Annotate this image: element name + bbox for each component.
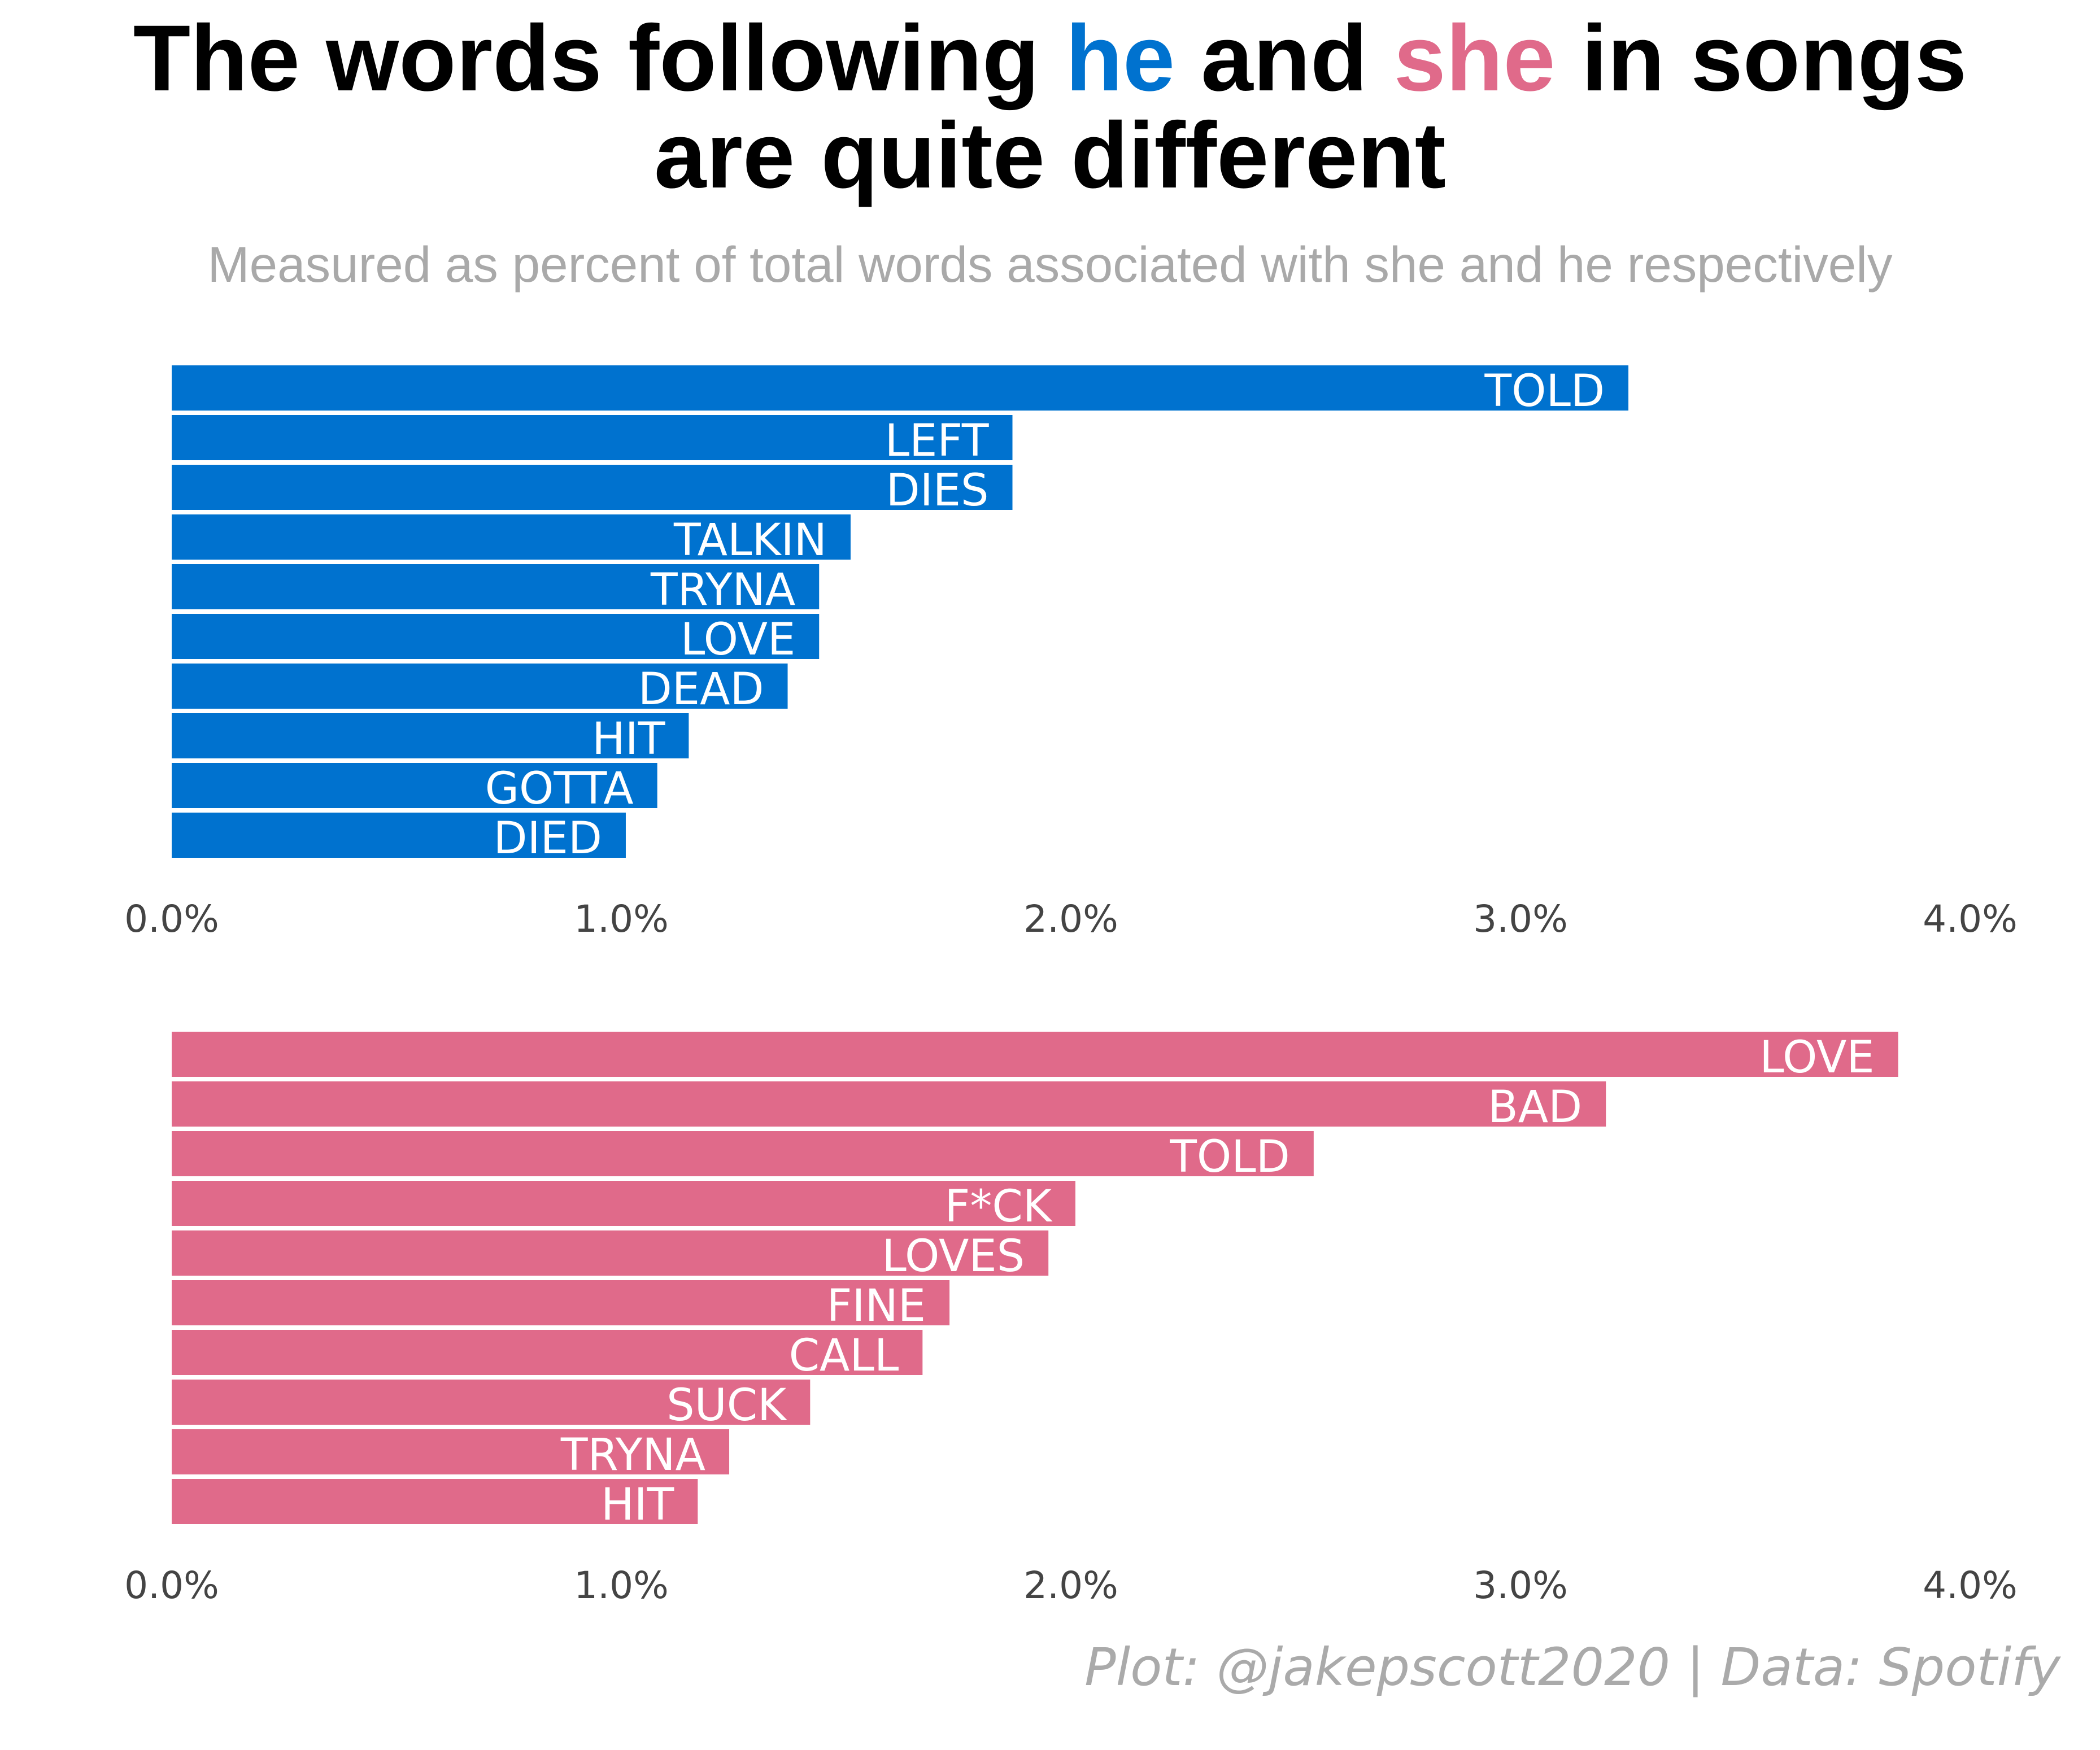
he-bar-left	[172, 415, 1013, 460]
he-bar-died	[172, 813, 626, 858]
title-she-word: she	[1393, 6, 1556, 111]
he-bar-love	[172, 614, 820, 659]
she-bar-label: TRYNA	[560, 1430, 705, 1481]
chart-caption: Plot: @jakepscott2020 | Data: Spotify	[1084, 1637, 2060, 1697]
she-bar-bad	[172, 1081, 1606, 1127]
he-bar-label: LOVE	[681, 614, 795, 665]
he-bar-label: TRYNA	[650, 565, 795, 616]
he-bar-label: HIT	[592, 714, 665, 765]
she-bar-label: TOLD	[1169, 1132, 1290, 1182]
she-bar-label: HIT	[601, 1480, 674, 1530]
he-bar-dies	[172, 465, 1013, 510]
she-bar-told	[172, 1131, 1314, 1176]
she-bar-label: BAD	[1488, 1082, 1582, 1133]
title-line2: are quite different	[653, 103, 1446, 208]
she-bar-fck	[172, 1181, 1075, 1226]
he-bar-label: LEFT	[885, 416, 989, 466]
he-x-tick-label: 2.0%	[1023, 897, 1118, 941]
he-bar-tryna	[172, 564, 820, 609]
he-bar-dead	[172, 664, 788, 709]
she-bar-chart: LOVE BAD TOLD F*CKLOVESFINECALLSUCKTRYNAHIT…	[124, 1032, 2018, 1607]
she-bar-suck	[172, 1380, 811, 1425]
he-bar-label: DIES	[886, 465, 989, 516]
he-bar-gotta	[172, 763, 657, 808]
she-x-tick-label: 1.0%	[574, 1564, 669, 1607]
she-x-tick-label: 2.0%	[1023, 1564, 1118, 1607]
he-bar-label: TOLD	[1484, 366, 1605, 417]
he-bar-label: DIED	[494, 813, 602, 864]
he-bar-label: GOTTA	[485, 763, 634, 814]
title-line1: The words following he and she in songs	[133, 6, 1967, 111]
title-he-word: he	[1065, 6, 1175, 111]
she-bar-hit	[172, 1479, 698, 1524]
she-bar-tryna	[172, 1429, 730, 1474]
she-bar-love	[172, 1032, 1898, 1077]
chart-title: The words following he and she in songs …	[0, 10, 2100, 204]
she-bar-label: CALL	[789, 1330, 899, 1381]
she-bar-label: FINE	[827, 1281, 926, 1332]
she-x-tick-label: 3.0%	[1473, 1564, 1568, 1607]
he-x-tick-label: 1.0%	[574, 897, 669, 941]
she-bar-label: SUCK	[666, 1380, 787, 1431]
she-x-tick-label: 0.0%	[124, 1564, 219, 1607]
he-bar-label: DEAD	[638, 664, 764, 715]
he-x-tick-label: 4.0%	[1923, 897, 2018, 941]
she-bar-fine	[172, 1280, 950, 1325]
he-bar-talkin	[172, 514, 851, 560]
he-bar-told	[172, 365, 1629, 411]
she-bar-label: F*CK	[944, 1181, 1052, 1232]
she-bar-label: LOVE	[1759, 1032, 1874, 1083]
she-x-tick-label: 4.0%	[1923, 1564, 2018, 1607]
he-bar-hit	[172, 713, 689, 758]
she-bar-call	[172, 1330, 923, 1375]
chart-subtitle: Measured as percent of total words assoc…	[207, 236, 1893, 293]
he-x-tick-label: 0.0%	[124, 897, 219, 941]
he-x-tick-label: 3.0%	[1473, 897, 1568, 941]
she-bar-loves	[172, 1230, 1049, 1276]
she-bar-label: LOVES	[882, 1231, 1025, 1282]
he-bar-label: TALKIN	[673, 515, 827, 566]
